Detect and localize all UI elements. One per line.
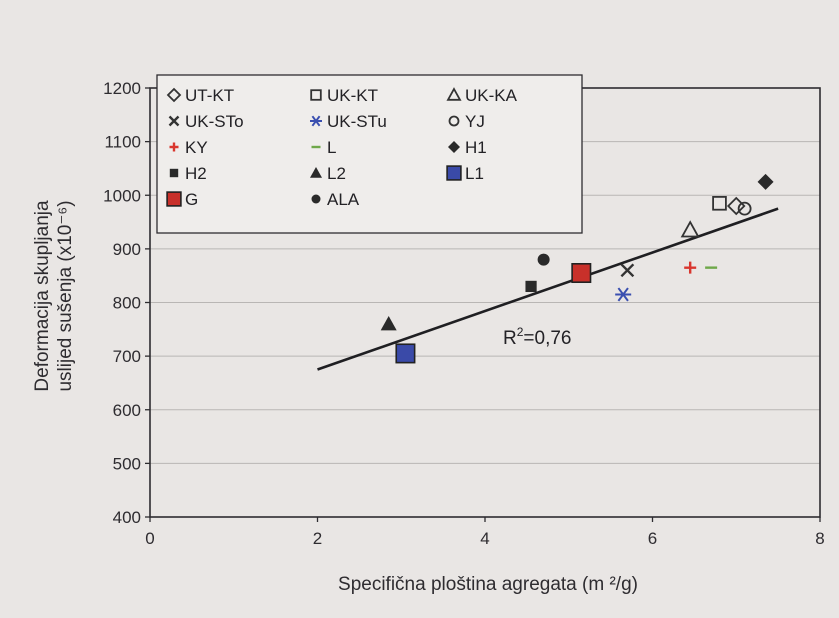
legend-label-l: L [327, 138, 336, 157]
point-h1-0 [757, 173, 774, 190]
legend: UT-KT UK-KT UK-KA UK-STo UK-STu YJ KY L H1 H2 L2 L1… [156, 74, 583, 234]
point-ky-0-shape [684, 261, 697, 274]
r-squared-value: =0,76 [523, 328, 571, 349]
legend-label-g: G [185, 190, 198, 209]
legend-label-uk-stu: UK-STu [327, 112, 387, 131]
r-squared-sup: 2 [517, 325, 524, 339]
point-l1-0 [395, 343, 416, 364]
legend-label-ut-kt: UT-KT [185, 86, 234, 105]
legend-marker-g [166, 191, 182, 207]
legend-marker-l2 [310, 167, 322, 178]
point-uk-sto-0-shape [620, 263, 635, 278]
legend-marker-uk-stu-shape [310, 115, 322, 127]
legend-marker-h2 [169, 168, 179, 178]
y-tick-label-900: 900 [113, 240, 141, 259]
legend-label-yj: YJ [465, 112, 485, 131]
legend-marker-uk-sto-shape [168, 115, 180, 127]
legend-marker-h2-shape [169, 168, 179, 178]
legend-label-uk-sto: UK-STo [185, 112, 244, 131]
legend-label-h2: H2 [185, 164, 207, 183]
point-uk-ka-0 [680, 220, 700, 238]
legend-label-l1: L1 [465, 164, 484, 183]
point-ala-0-shape [537, 253, 550, 266]
y-tick-label-500: 500 [113, 454, 141, 473]
y-axis-label-line2: uslijed sušenja (x10⁻⁶) [55, 200, 76, 391]
legend-marker-yj-shape [448, 115, 460, 127]
legend-label-h1: H1 [465, 138, 487, 157]
y-tick-label-600: 600 [113, 401, 141, 420]
point-uk-stu-0-shape [615, 287, 632, 302]
point-l2-0 [380, 315, 397, 331]
y-tick-label-400: 400 [113, 508, 141, 527]
legend-label-uk-ka: UK-KA [465, 86, 518, 105]
point-g-0 [571, 263, 592, 284]
legend-marker-uk-sto [168, 115, 180, 127]
legend-marker-uk-kt [310, 89, 322, 101]
point-uk-kt-0-shape [712, 195, 727, 211]
point-g-0-shape [571, 263, 592, 284]
legend-marker-uk-kt-shape [310, 89, 322, 101]
point-ky-0 [684, 261, 697, 274]
legend-marker-uk-ka-shape [446, 87, 462, 101]
x-tick-label-2: 2 [313, 529, 322, 548]
point-uk-stu-0 [615, 287, 632, 302]
x-tick-label-0: 0 [145, 529, 154, 548]
legend-marker-h1 [448, 141, 460, 153]
legend-marker-ut-kt-shape [166, 87, 182, 103]
point-uk-ka-0-shape [680, 220, 700, 238]
y-tick-label-1100: 1100 [104, 133, 141, 152]
point-uk-kt-0 [712, 195, 727, 211]
legend-marker-ky [169, 142, 179, 152]
legend-box [156, 74, 583, 234]
trendline [317, 207, 779, 371]
point-uk-sto-0 [620, 263, 635, 278]
x-axis-label: Specifična ploština agregata (m ²/g) [338, 574, 638, 595]
point-l1-0-shape [395, 343, 416, 364]
y-tick-label-800: 800 [113, 294, 141, 313]
legend-marker-g-shape [166, 191, 182, 207]
y-axis-label-line1: Deformacija skupljanja [32, 200, 53, 392]
legend-marker-yj [448, 115, 460, 127]
legend-marker-l2-shape [310, 167, 322, 178]
legend-label-uk-kt: UK-KT [327, 86, 378, 105]
legend-marker-l1-shape [446, 165, 462, 181]
legend-marker-uk-stu [310, 115, 322, 127]
point-h2-0 [525, 280, 537, 293]
legend-label-ky: KY [185, 138, 208, 157]
point-ala-0 [537, 253, 550, 266]
y-tick-label-1200: 1200 [103, 79, 141, 98]
point-l2-0-shape [380, 315, 397, 331]
legend-label-l2: L2 [327, 164, 346, 183]
y-axis-ticks: 400 500 600 700 800 900 1000 1100 1200 [103, 79, 150, 527]
legend-marker-ala-shape [311, 194, 321, 204]
point-h2-0-shape [525, 280, 537, 293]
legend-marker-l1 [446, 165, 462, 181]
y-tick-label-1000: 1000 [103, 186, 141, 205]
point-yj-0-shape [737, 201, 752, 216]
point-h1-0-shape [757, 173, 774, 190]
legend-marker-uk-ka [446, 87, 462, 101]
x-tick-label-8: 8 [815, 529, 824, 548]
y-tick-label-700: 700 [113, 347, 141, 366]
legend-marker-ala [311, 194, 321, 204]
r-squared-base: R [503, 328, 517, 349]
legend-label-ala: ALA [327, 190, 360, 209]
legend-marker-h1-shape [448, 141, 460, 153]
legend-marker-ut-kt [166, 87, 182, 103]
data-points [380, 173, 774, 364]
legend-marker-ky-shape [169, 142, 179, 152]
x-tick-label-4: 4 [480, 529, 489, 548]
point-yj-0 [737, 201, 752, 216]
x-tick-label-6: 6 [648, 529, 657, 548]
x-axis-ticks: 0 2 4 6 8 [145, 517, 825, 548]
r-squared-annotation: R2=0,76 [503, 325, 572, 349]
